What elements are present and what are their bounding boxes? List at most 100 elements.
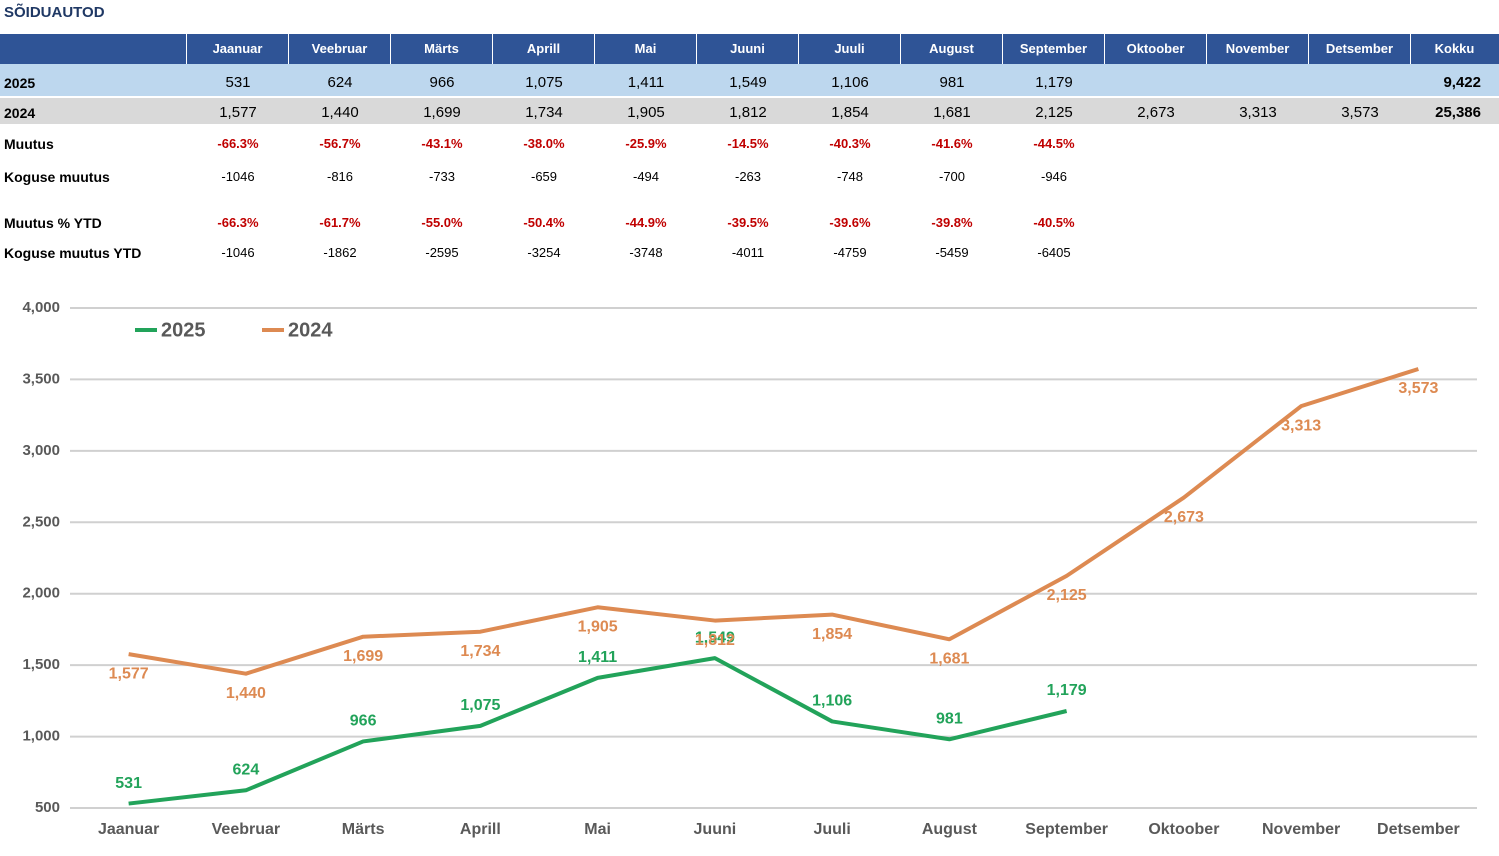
table-cell: -1862 xyxy=(323,245,357,260)
table-cell: -50.4% xyxy=(523,215,565,230)
table-cell: -61.7% xyxy=(319,215,361,230)
table-cell: 1,577 xyxy=(219,104,257,121)
table-cell: -263 xyxy=(734,169,762,184)
data-label: 2,673 xyxy=(1164,509,1204,526)
data-label: 3,573 xyxy=(1398,380,1438,397)
table-cell: 1,905 xyxy=(627,104,665,121)
table-cell: 1,411 xyxy=(627,74,665,91)
table-cell: -56.7% xyxy=(319,136,361,151)
table-cell: -4011 xyxy=(731,245,765,260)
chart: 500 1,000 1,500 2,000 2,500 3,000 3,500 4,000 Ja… xyxy=(22,299,1477,838)
table-cell: -1046 xyxy=(221,245,255,260)
row-label: 2024 xyxy=(4,105,36,121)
x-tick-label: November xyxy=(1262,821,1340,838)
header-cell xyxy=(0,34,187,64)
table-cell: 1,699 xyxy=(423,104,461,121)
table-cell: -659 xyxy=(530,169,558,184)
header-cell: November xyxy=(1207,34,1309,64)
table-cell: -39.5% xyxy=(727,215,769,230)
data-label: 3,313 xyxy=(1281,417,1321,434)
y-tick-label: 1,500 xyxy=(22,656,60,673)
data-label: 966 xyxy=(350,713,377,730)
table-cell: -946 xyxy=(1040,169,1068,184)
table-cell: -44.5% xyxy=(1033,136,1075,151)
header-cell: Kokku xyxy=(1434,41,1475,56)
header-cell: Aprill xyxy=(493,34,595,64)
table-cell: 9,422 xyxy=(1443,74,1481,91)
data-label: 981 xyxy=(936,711,963,728)
table-cell: 1,549 xyxy=(729,74,767,91)
header-cell: Jaanuar xyxy=(187,34,289,64)
x-tick-label: Mai xyxy=(584,821,611,838)
table-cell: -55.0% xyxy=(421,215,463,230)
x-tick-label: Detsember xyxy=(1377,821,1460,838)
data-label: 1,812 xyxy=(695,632,735,649)
row-label: 2025 xyxy=(4,75,36,91)
data-label: 1,854 xyxy=(812,626,852,643)
table-cell: -494 xyxy=(632,169,660,184)
x-tick-label: August xyxy=(922,821,978,838)
header-cell: Mai xyxy=(595,34,697,64)
table-cell: -733 xyxy=(428,169,456,184)
table-cell: 981 xyxy=(939,74,965,91)
header-cell: September xyxy=(1003,34,1105,64)
row-label: Muutus xyxy=(4,136,54,152)
header-cell: Märts xyxy=(391,34,493,64)
x-tick-label: September xyxy=(1025,821,1108,838)
x-tick-label: Jaanuar xyxy=(98,821,159,838)
table-cell: -40.3% xyxy=(829,136,871,151)
data-label: 1,681 xyxy=(929,651,969,668)
x-tick-label: Oktoober xyxy=(1148,821,1219,838)
legend-label: 2024 xyxy=(288,319,333,341)
y-tick-label: 2,500 xyxy=(22,513,60,530)
line-series xyxy=(128,656,1068,806)
data-label: 1,577 xyxy=(109,665,149,682)
table-cell: -4759 xyxy=(833,245,867,260)
data-label: 1,179 xyxy=(1047,682,1087,699)
table-cell: 624 xyxy=(327,74,353,91)
table-cell: -40.5% xyxy=(1033,215,1075,230)
data-label: 1,734 xyxy=(460,643,500,660)
table-cell: 1,075 xyxy=(525,74,563,91)
table-cell: -41.6% xyxy=(931,136,973,151)
x-tick-label: Märts xyxy=(342,821,385,838)
table-cell: -700 xyxy=(938,169,966,184)
table-cell: -44.9% xyxy=(625,215,667,230)
data-label: 1,699 xyxy=(343,648,383,665)
table-cell: -6405 xyxy=(1037,245,1071,260)
table-cell: -43.1% xyxy=(421,136,463,151)
x-tick-label: Aprill xyxy=(460,821,501,838)
x-tick-label: Juuli xyxy=(813,821,850,838)
y-tick-label: 4,000 xyxy=(22,299,60,316)
data-label: 1,075 xyxy=(460,697,500,714)
y-tick-label: 1,000 xyxy=(22,728,60,745)
header-cell: Veebruar xyxy=(289,34,391,64)
data-label: 1,905 xyxy=(578,619,618,636)
row-label: Koguse muutus xyxy=(4,169,110,185)
data-label: 531 xyxy=(115,775,142,792)
table-cell: -38.0% xyxy=(523,136,565,151)
table-cell: -39.8% xyxy=(931,215,973,230)
table-cell: -2595 xyxy=(425,245,459,260)
header-band xyxy=(0,34,1499,64)
table-cell: -39.6% xyxy=(829,215,871,230)
data-label: 1,106 xyxy=(812,693,852,710)
table-cell: -66.3% xyxy=(217,215,259,230)
table-cell: 531 xyxy=(225,74,251,91)
data-label: 624 xyxy=(233,762,260,779)
table-cell: -66.3% xyxy=(217,136,259,151)
header-cell: Detsember xyxy=(1309,34,1411,64)
table-cell: 1,440 xyxy=(321,104,359,121)
table-cell: 1,812 xyxy=(729,104,767,121)
y-tick-label: 500 xyxy=(35,799,60,816)
data-label: 2,125 xyxy=(1047,587,1087,604)
table-cell: 1,179 xyxy=(1035,74,1073,91)
y-tick-label: 3,500 xyxy=(22,370,60,387)
table-cell: -5459 xyxy=(935,245,969,260)
data-label: 1,440 xyxy=(226,685,266,702)
x-tick-label: Juuni xyxy=(694,821,737,838)
data-label: 1,549 xyxy=(695,629,735,646)
header-cell: August xyxy=(901,34,1003,64)
table-cell: -25.9% xyxy=(625,136,667,151)
